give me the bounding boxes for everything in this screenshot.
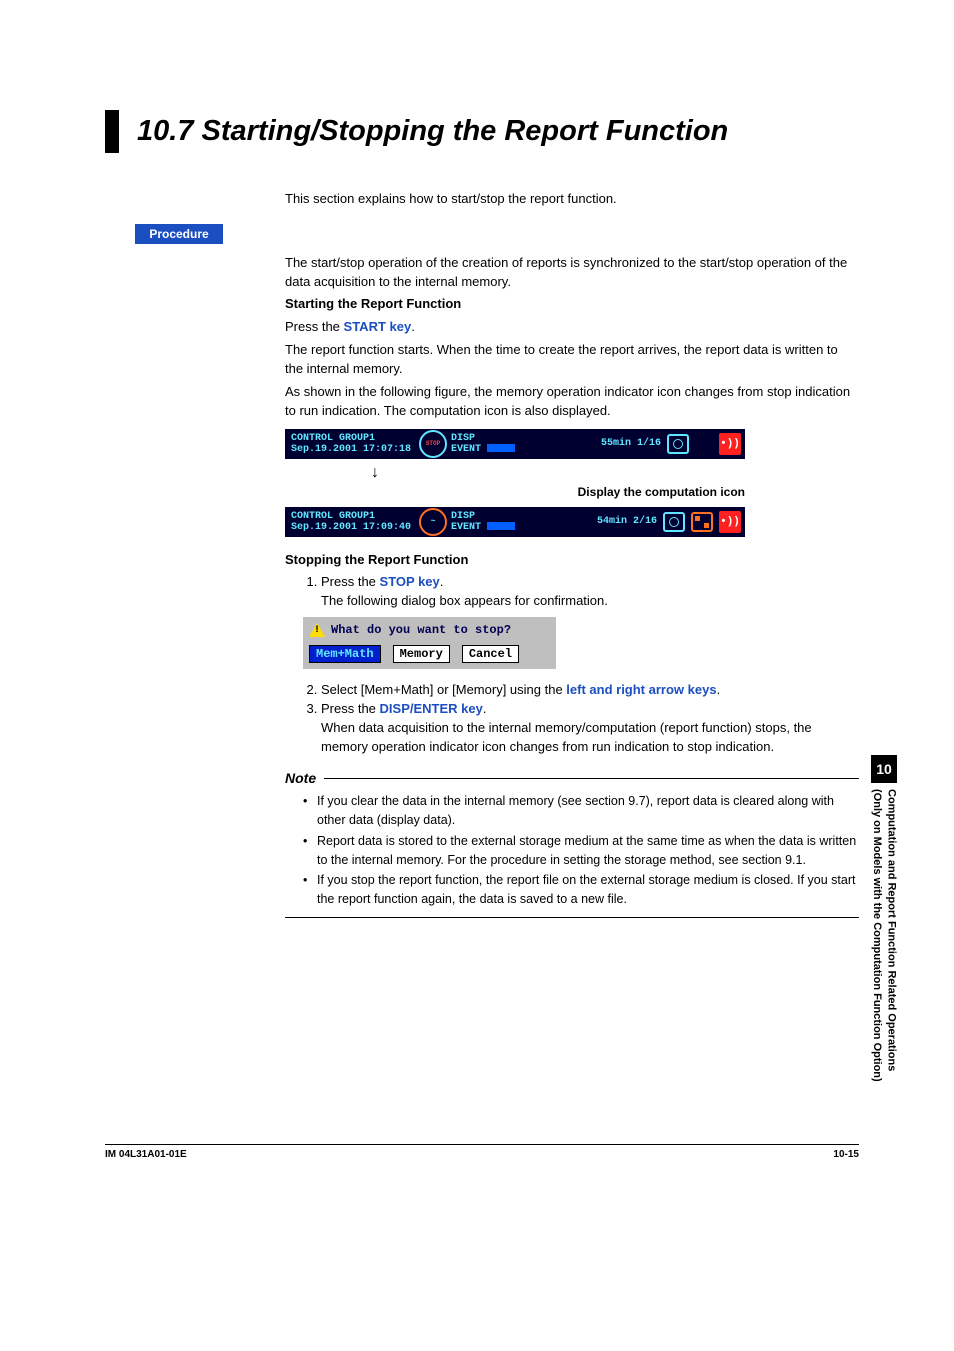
note-rule	[324, 778, 859, 779]
fb1-page: 1/16	[637, 438, 661, 449]
stop-steps-list: Press the STOP key. The following dialog…	[303, 573, 859, 611]
stop3-suffix: .	[483, 701, 487, 716]
fb2-time: 54min	[597, 516, 627, 527]
page-footer: IM 04L31A01-01E 10-15	[105, 1144, 859, 1160]
intro-text: This section explains how to start/stop …	[285, 191, 859, 206]
stop-step-1: Press the STOP key. The following dialog…	[321, 573, 859, 611]
side-line1: Computation and Report Function Related …	[885, 789, 897, 1071]
note-1: If you clear the data in the internal me…	[303, 792, 859, 830]
fb2-left: CONTROL GROUP1 Sep.19.2001 17:09:40	[285, 509, 417, 535]
run-indicator-icon: ~	[419, 508, 447, 536]
start-press-line: Press the START key.	[285, 318, 859, 337]
stop-steps-list-2: Select [Mem+Math] or [Memory] using the …	[303, 681, 859, 756]
fb1-right: 55min 1/16 •))	[601, 433, 745, 455]
stopping-heading: Stopping the Report Function	[285, 551, 859, 570]
procedure-row: Procedure	[105, 224, 859, 244]
status-bar-before: CONTROL GROUP1 Sep.19.2001 17:07:18 STOP…	[285, 429, 745, 459]
body-column: The start/stop operation of the creation…	[285, 254, 859, 757]
dialog-buttons: Mem+Math Memory Cancel	[307, 643, 552, 665]
dialog-question: What do you want to stop?	[331, 623, 511, 637]
confirm-dialog: What do you want to stop? Mem+Math Memor…	[303, 617, 556, 669]
chapter-number: 10	[871, 755, 897, 783]
dialog-header: What do you want to stop?	[307, 621, 552, 643]
starting-heading: Starting the Report Function	[285, 295, 859, 314]
memory-icon	[663, 512, 685, 532]
stop3-prefix: Press the	[321, 701, 380, 716]
cancel-button[interactable]: Cancel	[462, 645, 519, 663]
alarm-icon: •))	[719, 511, 741, 533]
footer-right: 10-15	[833, 1149, 859, 1160]
memory-button[interactable]: Memory	[393, 645, 450, 663]
mem-math-button[interactable]: Mem+Math	[309, 645, 381, 663]
side-tab: 10 Computation and Report Function Relat…	[871, 755, 897, 1082]
fb1-timestamp: Sep.19.2001 17:07:18	[291, 444, 411, 455]
event-box-icon	[487, 444, 515, 452]
event-box-icon	[487, 522, 515, 530]
warning-icon	[309, 623, 325, 637]
side-line2: (Only on Models with the Computation Fun…	[871, 789, 883, 1082]
computation-icon-label: Display the computation icon	[285, 485, 745, 499]
fb1-disp-label: DISP	[451, 433, 515, 444]
fb1-left: CONTROL GROUP1 Sep.19.2001 17:07:18	[285, 431, 417, 457]
title-accent-bar	[105, 110, 119, 153]
fb1-disp: DISP EVENT	[449, 433, 515, 455]
stop2-suffix: .	[717, 682, 721, 697]
note-end-rule	[285, 917, 859, 918]
stop-step-2: Select [Mem+Math] or [Memory] using the …	[321, 681, 859, 700]
fb2-page: 2/16	[633, 516, 657, 527]
stop-indicator-icon: STOP	[419, 430, 447, 458]
start-key: START key	[344, 319, 412, 334]
stop1-desc: The following dialog box appears for con…	[321, 592, 859, 611]
start-desc-2: As shown in the following figure, the me…	[285, 383, 859, 421]
note-header-row: Note	[285, 770, 859, 786]
stop1-suffix: .	[440, 574, 444, 589]
fb1-time: 55min	[601, 438, 631, 449]
arrow-keys: left and right arrow keys	[566, 682, 716, 697]
stop3-desc: When data acquisition to the internal me…	[321, 719, 859, 757]
fb1-group: CONTROL GROUP1	[291, 433, 411, 444]
period: .	[411, 319, 415, 334]
note-2: Report data is stored to the external st…	[303, 832, 859, 870]
procedure-tag: Procedure	[135, 224, 223, 244]
note-label: Note	[285, 770, 316, 786]
fb2-right: 54min 2/16 •))	[597, 511, 745, 533]
fb2-disp: DISP EVENT	[449, 511, 515, 533]
disp-enter-key: DISP/ENTER key	[380, 701, 483, 716]
stop1-prefix: Press the	[321, 574, 380, 589]
fb2-timestamp: Sep.19.2001 17:09:40	[291, 522, 411, 533]
note-3: If you stop the report function, the rep…	[303, 871, 859, 909]
note-list: If you clear the data in the internal me…	[303, 792, 859, 909]
fb1-event-label: EVENT	[451, 444, 481, 455]
stop2-prefix: Select [Mem+Math] or [Memory] using the	[321, 682, 566, 697]
side-text: Computation and Report Function Related …	[870, 789, 899, 1082]
stop-key: STOP key	[380, 574, 440, 589]
fb2-group: CONTROL GROUP1	[291, 511, 411, 522]
alarm-icon: •))	[719, 433, 741, 455]
section-title-row: 10.7 Starting/Stopping the Report Functi…	[105, 110, 859, 153]
stop-step-3: Press the DISP/ENTER key. When data acqu…	[321, 700, 859, 757]
footer-left: IM 04L31A01-01E	[105, 1149, 187, 1160]
status-bar-after: CONTROL GROUP1 Sep.19.2001 17:09:40 ~ DI…	[285, 507, 745, 537]
fb2-disp-label: DISP	[451, 511, 515, 522]
sync-paragraph: The start/stop operation of the creation…	[285, 254, 859, 292]
start-desc-1: The report function starts. When the tim…	[285, 341, 859, 379]
start-press-prefix: Press the	[285, 319, 344, 334]
computation-icon	[691, 512, 713, 532]
section-title: 10.7 Starting/Stopping the Report Functi…	[137, 110, 728, 153]
memory-icon	[667, 434, 689, 454]
down-arrow-icon: ↓	[285, 465, 465, 481]
fb2-event-label: EVENT	[451, 522, 481, 533]
